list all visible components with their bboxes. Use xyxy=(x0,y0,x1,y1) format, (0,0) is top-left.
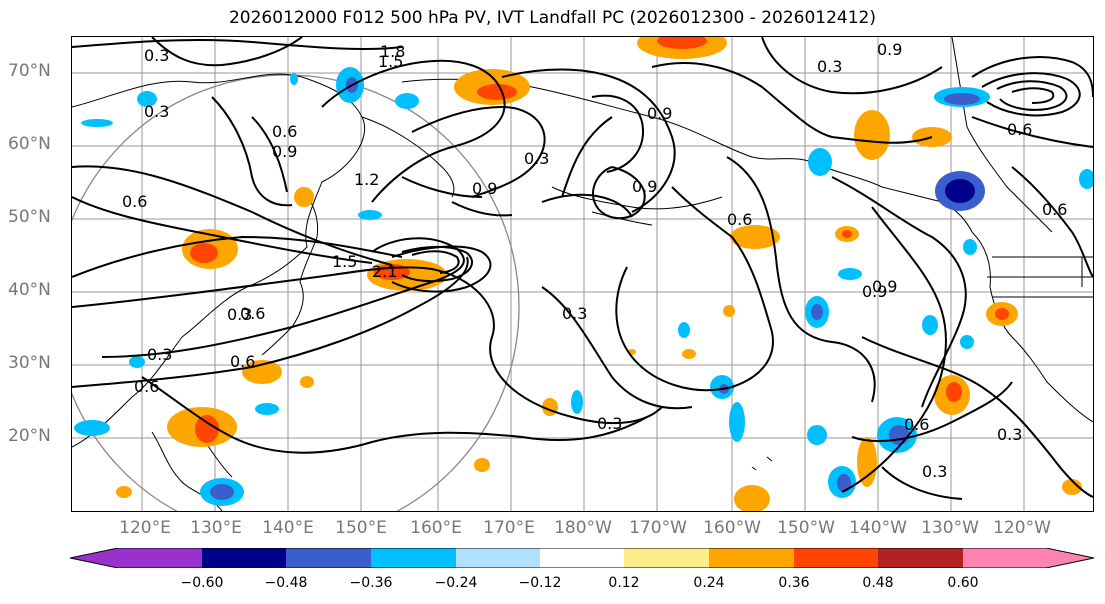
lon-label: 130°E xyxy=(190,518,242,538)
lat-label: 30°N xyxy=(8,353,51,373)
lon-label: 130°W xyxy=(921,518,979,538)
lon-label: 170°W xyxy=(629,518,687,538)
map-panel[interactable]: 0.3 0.3 1.8 1.5 0.9 0.3 0.9 0.3 0.9 0.6 … xyxy=(71,36,1094,512)
contour-label: 0.9 xyxy=(877,40,902,59)
contour-label: 0.6 xyxy=(134,377,159,396)
lon-label: 150°E xyxy=(335,518,387,538)
contour-label: 0.3 xyxy=(144,46,169,65)
contour-label: 0.9 xyxy=(872,277,897,296)
contour-label: 0.9 xyxy=(472,179,497,198)
colorbar-tick: −0.12 xyxy=(518,575,562,591)
contour-label-group: 0.3 0.3 1.8 1.5 0.9 0.3 0.9 0.3 0.9 0.6 … xyxy=(122,40,1067,481)
contour-label: 0.9 xyxy=(862,282,887,301)
colorbar-tick: 0.24 xyxy=(693,575,725,591)
contour-label: 0.6 xyxy=(1042,200,1067,219)
lat-label: 20°N xyxy=(8,426,51,446)
contour-label: 0.3 xyxy=(922,462,947,481)
lon-label: 120°W xyxy=(993,518,1051,538)
colorbar-tick: −0.36 xyxy=(349,575,393,591)
contour-label: 0.6 xyxy=(272,122,297,141)
colorbar-segment xyxy=(202,548,286,568)
colorbar-tick: 0.60 xyxy=(947,575,979,591)
pv-contours xyxy=(72,37,1093,500)
contour-label: 0.3 xyxy=(227,305,252,324)
lon-label: 180°W xyxy=(554,518,612,538)
contour-label: 0.6 xyxy=(230,352,255,371)
colorbar-tick: 0.36 xyxy=(778,575,810,591)
colorbar-segment xyxy=(794,548,878,568)
colorbar-segment xyxy=(540,548,624,568)
colorbar-segment xyxy=(963,548,1094,568)
contour-label: 1.2 xyxy=(354,170,379,189)
pv-anomaly-shading xyxy=(74,37,1093,511)
colorbar-tick: −0.24 xyxy=(434,575,478,591)
lon-label: 150°W xyxy=(777,518,835,538)
colorbar-tick: −0.48 xyxy=(264,575,308,591)
colorbar-tick: 0.12 xyxy=(608,575,640,591)
contour-label: 0.3 xyxy=(997,425,1022,444)
lat-label: 70°N xyxy=(8,61,51,81)
contour-label: 0.3 xyxy=(597,414,622,433)
colorbar-tick: 0.48 xyxy=(862,575,894,591)
lon-label: 120°E xyxy=(119,518,171,538)
contour-label: 0.6 xyxy=(122,192,147,211)
contour-label: 0.6 xyxy=(240,304,265,323)
contour-label: 0.9 xyxy=(647,104,672,123)
lat-label: 50°N xyxy=(8,207,51,227)
colorbar-tick: −0.60 xyxy=(180,575,224,591)
lon-label: 170°E xyxy=(483,518,535,538)
contour-label: 0.6 xyxy=(904,415,929,434)
colorbar-segment xyxy=(709,548,794,568)
colorbar xyxy=(70,548,1094,568)
lon-label: 160°W xyxy=(703,518,761,538)
contour-label: 0.3 xyxy=(817,57,842,76)
colorbar-segment xyxy=(624,548,709,568)
lon-label: 140°W xyxy=(849,518,907,538)
contour-label: 0.3 xyxy=(147,345,172,364)
lon-label: 160°E xyxy=(410,518,462,538)
contour-label: 0.3 xyxy=(524,149,549,168)
contour-label: 1.8 xyxy=(380,42,405,61)
contour-label: 2.1 xyxy=(372,262,397,281)
colorbar-segment xyxy=(878,548,963,568)
colorbar-segment xyxy=(456,548,540,568)
coastlines xyxy=(72,37,1093,511)
colorbar-segment xyxy=(70,548,202,568)
contour-label: 1.5 xyxy=(378,52,403,71)
colorbar-segment xyxy=(286,548,371,568)
contour-label: 1.5 xyxy=(332,252,357,271)
contour-label: 0.9 xyxy=(272,142,297,161)
lat-label: 40°N xyxy=(8,280,51,300)
contour-label: 0.6 xyxy=(1007,120,1032,139)
contour-label: 0.6 xyxy=(727,210,752,229)
lon-label: 140°E xyxy=(262,518,314,538)
colorbar-segment xyxy=(371,548,456,568)
contour-label: 0.3 xyxy=(562,304,587,323)
lat-label: 60°N xyxy=(8,134,51,154)
map-canvas: 0.3 0.3 1.8 1.5 0.9 0.3 0.9 0.3 0.9 0.6 … xyxy=(72,37,1093,511)
contour-label: 0.3 xyxy=(144,102,169,121)
map-title: 2026012000 F012 500 hPa PV, IVT Landfall… xyxy=(228,8,876,28)
contour-label: 0.9 xyxy=(632,177,657,196)
